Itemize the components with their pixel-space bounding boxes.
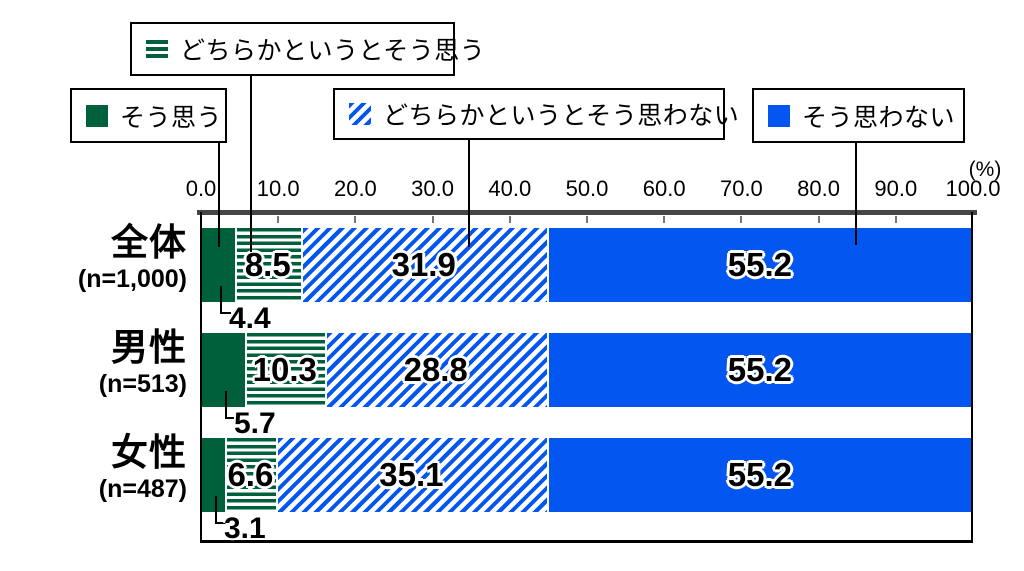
legend-label: どちらかというとそう思う [180, 37, 486, 65]
bar-value-label: 10.3 [252, 351, 317, 388]
category-n-label: (n=487) [98, 475, 187, 503]
legend-item-disagree: そう思わない [752, 88, 965, 143]
bar-value-label: 28.8 [403, 351, 468, 388]
legend-item-somewhat-agree: どちらかというとそう思う [130, 22, 485, 76]
percent-unit-label: (%) [968, 158, 1002, 181]
bar-segment [324, 333, 547, 407]
x-tick-mark [586, 216, 588, 223]
x-tick-label: 50.0 [565, 176, 609, 201]
solid-blue-swatch-icon [768, 104, 790, 127]
callout-value-label: 3.1 [224, 512, 266, 545]
bar-value-label: 6.6 [227, 456, 274, 493]
category-label: 全体 [111, 222, 187, 263]
bar-segment [275, 438, 547, 512]
hlines-green-swatch-icon [146, 40, 168, 58]
category-label-block: 全体 (n=1,000) [0, 222, 187, 294]
bar-value-label: 35.1 [379, 456, 444, 493]
callout-value-label: 5.7 [234, 407, 276, 440]
x-tick-label: 40.0 [488, 176, 532, 201]
x-tick-mark [354, 216, 357, 223]
plot-border-right [971, 212, 973, 543]
callout-line [215, 522, 226, 524]
legend-label: どちらかというとそう思わない [383, 102, 740, 130]
bar-segment [245, 333, 325, 407]
plot-border-bottom [200, 540, 973, 543]
category-label: 女性 [111, 432, 187, 473]
callout-line [225, 417, 236, 419]
callout-line [220, 286, 222, 314]
x-tick-label: 30.0 [411, 176, 454, 201]
category-n-label: (n=1,000) [77, 265, 187, 293]
legend-item-somewhat-disagree: どちらかというとそう思わない [333, 88, 739, 140]
x-tick-mark [817, 216, 820, 223]
legend-leader-line [250, 76, 252, 252]
bar-segment [234, 228, 301, 302]
bar-segment [300, 228, 547, 302]
solid-green-swatch-icon [86, 104, 108, 127]
bar-value-label: 31.9 [391, 246, 456, 283]
legend-leader-line [218, 143, 220, 247]
bar-segment [201, 333, 245, 407]
x-tick-mark [431, 216, 434, 223]
x-tick-label: 0.0 [185, 176, 217, 201]
legend-label: そう思わない [802, 103, 956, 132]
category-label-block: 女性 (n=487) [0, 432, 187, 504]
category-label-block: 男性 (n=513) [0, 327, 187, 399]
legend-label: そう思う [120, 103, 223, 132]
bar-segment [201, 438, 225, 512]
callout-value-label: 4.4 [229, 302, 271, 335]
x-tick-label: 70.0 [719, 176, 763, 201]
bar-value-label: 55.2 [727, 246, 793, 283]
x-tick-label: 90.0 [874, 176, 918, 201]
bar-segment [546, 228, 973, 302]
x-tick-mark [663, 216, 666, 223]
x-tick-mark [508, 216, 511, 223]
plot-border-left [200, 212, 202, 543]
bar-segment [546, 438, 973, 512]
bar-segment [546, 333, 973, 407]
x-tick-label: 100.0 [945, 176, 1001, 201]
legend-item-agree: そう思う [70, 88, 227, 143]
category-label: 男性 [111, 327, 187, 368]
bar-value-label: 55.2 [727, 351, 793, 388]
bar-segment [201, 228, 235, 302]
bar-segment [224, 438, 276, 512]
bar-value-label: 8.5 [244, 246, 291, 283]
diag-blue-swatch-icon [349, 103, 371, 125]
x-tick-label: 60.0 [642, 176, 686, 201]
x-tick-label: 20.0 [333, 176, 377, 201]
callout-line [215, 496, 217, 524]
x-tick-mark [894, 216, 897, 223]
legend-leader-line [855, 143, 857, 245]
x-tick-mark [277, 216, 280, 223]
x-axis-line [197, 210, 977, 215]
x-tick-label: 80.0 [797, 176, 840, 201]
x-tick-mark [740, 216, 743, 223]
category-n-label: (n=513) [98, 370, 187, 398]
bar-value-label: 55.2 [727, 456, 793, 493]
x-tick-label: 10.0 [256, 176, 300, 201]
callout-line [220, 312, 231, 314]
callout-line [225, 391, 227, 419]
legend-leader-line [468, 140, 470, 247]
